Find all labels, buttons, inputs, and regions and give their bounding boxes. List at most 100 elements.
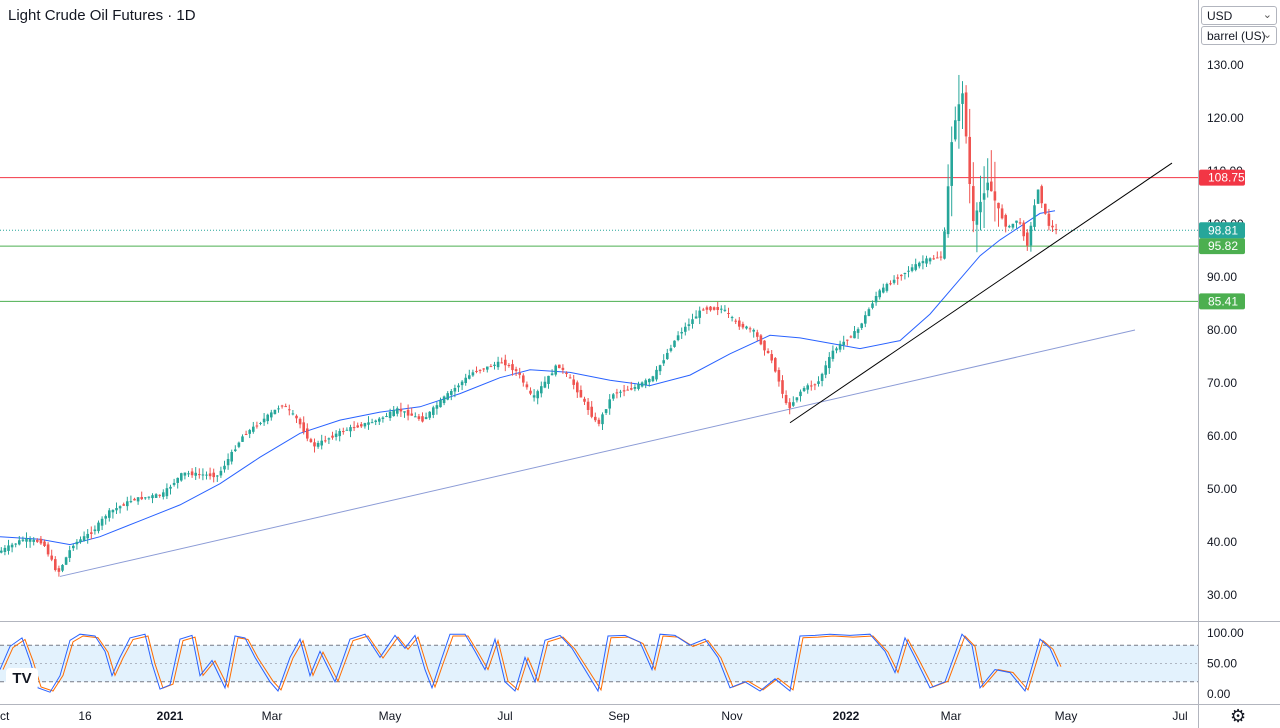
candle-body <box>46 544 50 555</box>
candle <box>460 380 464 391</box>
price-tick-label: 130.00 <box>1207 58 1244 72</box>
candle-body <box>990 181 993 192</box>
candle <box>284 403 287 408</box>
candle <box>518 367 521 379</box>
candle-body <box>604 409 608 413</box>
candle <box>1054 223 1058 235</box>
candle-body <box>666 352 669 360</box>
candle <box>1008 224 1011 229</box>
candle <box>612 392 615 401</box>
candle-body <box>550 373 554 376</box>
candle <box>1033 199 1036 231</box>
candle <box>298 417 302 429</box>
candle <box>493 361 496 370</box>
candle-body <box>482 368 485 370</box>
candle <box>266 413 269 425</box>
candle <box>439 397 442 408</box>
candle <box>500 357 503 364</box>
candle-body <box>345 429 349 431</box>
candle-body <box>104 516 107 519</box>
candle-body <box>561 367 565 370</box>
candle-body <box>900 274 903 277</box>
candle <box>187 470 190 478</box>
candle-body <box>450 391 453 395</box>
time-tick-label: Nov <box>721 709 742 723</box>
candle <box>93 525 97 535</box>
candle <box>864 311 867 328</box>
candle-body <box>838 343 842 350</box>
candle <box>280 404 284 409</box>
candle <box>536 389 539 405</box>
candle-body <box>388 411 392 418</box>
tradingview-logo[interactable]: TV <box>6 668 38 690</box>
candle <box>295 414 298 423</box>
candle <box>356 422 359 428</box>
long-term-trendline <box>59 329 1136 577</box>
candle <box>752 328 755 338</box>
candle-body <box>586 401 590 410</box>
unit-select[interactable]: barrel (US) ⌄ <box>1201 26 1277 45</box>
candle-body <box>10 544 14 548</box>
candle <box>1036 189 1040 204</box>
candle <box>608 394 611 415</box>
candle <box>190 468 194 478</box>
candle <box>964 85 968 144</box>
candle <box>140 491 143 501</box>
candle <box>244 430 248 436</box>
candle <box>914 258 917 272</box>
candle <box>756 329 759 342</box>
candle <box>457 383 460 392</box>
candle-body <box>64 557 68 565</box>
candle <box>108 508 111 522</box>
candle <box>82 531 86 542</box>
gear-icon[interactable]: ⚙ <box>1230 706 1247 726</box>
price-tick-label: 60.00 <box>1207 429 1237 443</box>
candle <box>54 556 57 572</box>
candle-body <box>442 396 446 404</box>
time-tick-label: Oct <box>0 709 10 723</box>
candle <box>475 366 478 374</box>
candle <box>388 408 392 421</box>
candle-body <box>133 498 136 501</box>
candle <box>363 422 367 429</box>
candle-body <box>223 465 226 470</box>
candle <box>212 468 215 483</box>
candle <box>471 369 475 377</box>
candle <box>694 310 698 319</box>
candle-body <box>882 287 885 293</box>
candle <box>1029 221 1033 252</box>
candle-body <box>633 387 637 389</box>
candle-body <box>522 375 525 383</box>
candle <box>813 383 817 391</box>
candle <box>903 272 907 280</box>
candle-body <box>21 539 25 541</box>
candle <box>950 126 953 217</box>
candle-body <box>147 496 151 498</box>
candle <box>892 275 896 285</box>
candle <box>795 397 799 403</box>
candle <box>1018 218 1022 225</box>
time-tick-label: Sep <box>608 709 630 723</box>
candle <box>68 545 71 563</box>
candle-body <box>201 474 205 476</box>
candle <box>619 389 622 398</box>
candle <box>874 291 878 306</box>
candle-body <box>921 261 925 264</box>
candle-body <box>871 303 874 308</box>
candle-body <box>781 380 784 394</box>
candle-body <box>1018 222 1022 224</box>
candle-body <box>50 555 53 560</box>
candle-body <box>25 538 28 542</box>
candle-body <box>14 543 17 545</box>
candle <box>464 373 467 386</box>
candle-body <box>1015 220 1018 223</box>
candle-body <box>262 418 266 423</box>
candle-body <box>277 408 280 410</box>
currency-select[interactable]: USD ⌄ <box>1201 6 1277 25</box>
candle <box>21 536 25 542</box>
candle-body <box>356 425 359 428</box>
candle-body <box>705 307 709 310</box>
candle-body <box>136 497 140 502</box>
candle <box>770 350 773 364</box>
